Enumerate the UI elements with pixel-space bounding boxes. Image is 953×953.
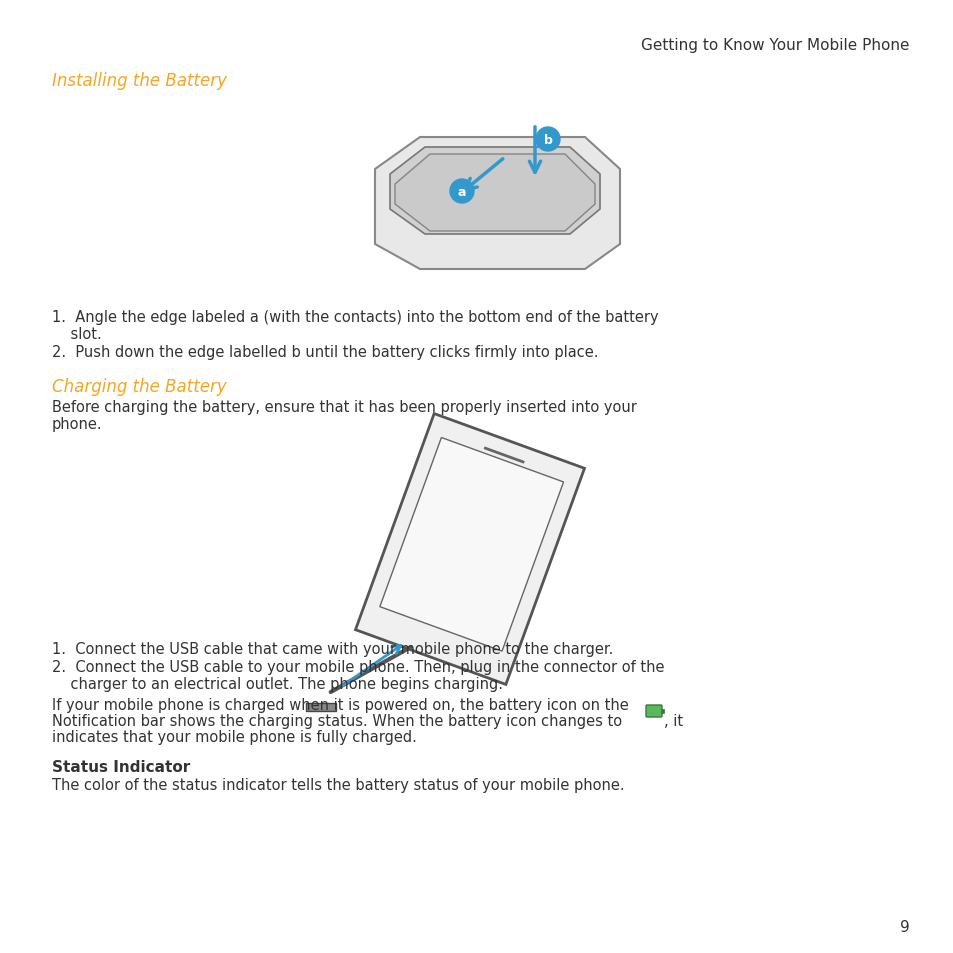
Text: b: b: [543, 133, 552, 147]
Text: If your mobile phone is charged when it is powered on, the battery icon on the: If your mobile phone is charged when it …: [52, 698, 628, 712]
Polygon shape: [379, 438, 563, 652]
Text: , it: , it: [663, 713, 682, 728]
Text: indicates that your mobile phone is fully charged.: indicates that your mobile phone is full…: [52, 729, 416, 744]
Polygon shape: [355, 415, 584, 684]
Circle shape: [450, 180, 474, 204]
Polygon shape: [390, 148, 599, 234]
Text: Getting to Know Your Mobile Phone: Getting to Know Your Mobile Phone: [640, 38, 909, 53]
Text: Status Indicator: Status Indicator: [52, 760, 190, 774]
Text: 2.  Connect the USB cable to your mobile phone. Then, plug in the connector of t: 2. Connect the USB cable to your mobile …: [52, 659, 664, 692]
Polygon shape: [305, 703, 335, 711]
Polygon shape: [375, 138, 619, 270]
Text: Before charging the battery, ensure that it has been properly inserted into your: Before charging the battery, ensure that…: [52, 399, 637, 432]
Polygon shape: [395, 154, 595, 232]
Text: 2.  Push down the edge labelled b until the battery clicks firmly into place.: 2. Push down the edge labelled b until t…: [52, 345, 598, 359]
Circle shape: [536, 128, 559, 152]
Text: Charging the Battery: Charging the Battery: [52, 377, 227, 395]
Text: 1.  Connect the USB cable that came with your mobile phone to the charger.: 1. Connect the USB cable that came with …: [52, 641, 613, 657]
FancyBboxPatch shape: [660, 709, 663, 713]
Text: Installing the Battery: Installing the Battery: [52, 71, 227, 90]
Text: 1.  Angle the edge labeled a (with the contacts) into the bottom end of the batt: 1. Angle the edge labeled a (with the co…: [52, 310, 658, 342]
Text: 9: 9: [900, 919, 909, 934]
Text: a: a: [457, 185, 466, 198]
FancyBboxPatch shape: [645, 705, 661, 718]
Text: Notification bar shows the charging status. When the battery icon changes to: Notification bar shows the charging stat…: [52, 713, 621, 728]
Text: The color of the status indicator tells the battery status of your mobile phone.: The color of the status indicator tells …: [52, 778, 624, 792]
